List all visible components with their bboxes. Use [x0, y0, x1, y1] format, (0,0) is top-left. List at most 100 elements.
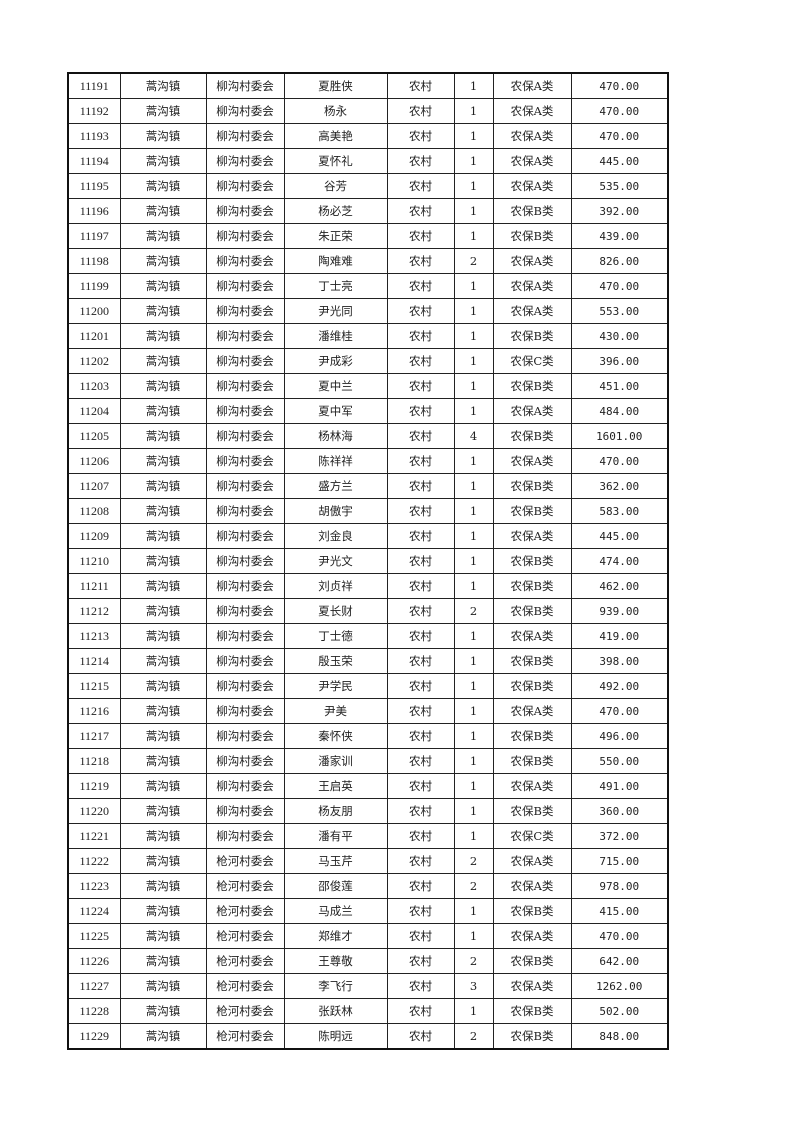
village-committee-cell: 柳沟村委会: [205, 623, 285, 649]
name-cell: 尹成彩: [283, 348, 388, 374]
name-cell: 邵俊莲: [283, 873, 388, 899]
record-id-cell: 11226: [67, 948, 121, 974]
household-type-cell: 农村: [386, 923, 455, 949]
amount-cell: 978.00: [570, 873, 669, 899]
village-committee-cell: 柳沟村委会: [205, 723, 285, 749]
table-row: 11201 蒿沟镇 柳沟村委会 潘维桂 农村 1 农保B类 430.00: [67, 323, 669, 349]
table-row: 11217 蒿沟镇 柳沟村委会 秦怀侠 农村 1 农保B类 496.00: [67, 723, 669, 749]
name-cell: 尹学民: [283, 673, 388, 699]
table-row: 11200 蒿沟镇 柳沟村委会 尹光同 农村 1 农保A类 553.00: [67, 298, 669, 324]
person-count-cell: 1: [453, 123, 494, 149]
town-cell: 蒿沟镇: [119, 748, 207, 774]
town-cell: 蒿沟镇: [119, 473, 207, 499]
amount-cell: 445.00: [570, 148, 669, 174]
village-committee-cell: 柳沟村委会: [205, 698, 285, 724]
insurance-category-cell: 农保A类: [492, 623, 572, 649]
name-cell: 谷芳: [283, 173, 388, 199]
amount-cell: 939.00: [570, 598, 669, 624]
insurance-category-cell: 农保A类: [492, 173, 572, 199]
person-count-cell: 1: [453, 473, 494, 499]
name-cell: 夏中军: [283, 398, 388, 424]
household-type-cell: 农村: [386, 348, 455, 374]
amount-cell: 535.00: [570, 173, 669, 199]
household-type-cell: 农村: [386, 648, 455, 674]
household-type-cell: 农村: [386, 248, 455, 274]
table-row: 11224 蒿沟镇 枪河村委会 马成兰 农村 1 农保B类 415.00: [67, 898, 669, 924]
table-row: 11199 蒿沟镇 柳沟村委会 丁士亮 农村 1 农保A类 470.00: [67, 273, 669, 299]
person-count-cell: 2: [453, 248, 494, 274]
household-type-cell: 农村: [386, 298, 455, 324]
table-row: 11211 蒿沟镇 柳沟村委会 刘贞祥 农村 1 农保B类 462.00: [67, 573, 669, 599]
amount-cell: 392.00: [570, 198, 669, 224]
town-cell: 蒿沟镇: [119, 423, 207, 449]
amount-cell: 550.00: [570, 748, 669, 774]
table-row: 11207 蒿沟镇 柳沟村委会 盛方兰 农村 1 农保B类 362.00: [67, 473, 669, 499]
amount-cell: 496.00: [570, 723, 669, 749]
town-cell: 蒿沟镇: [119, 398, 207, 424]
record-id-cell: 11192: [67, 98, 121, 124]
village-committee-cell: 柳沟村委会: [205, 648, 285, 674]
town-cell: 蒿沟镇: [119, 823, 207, 849]
record-id-cell: 11193: [67, 123, 121, 149]
amount-cell: 462.00: [570, 573, 669, 599]
record-id-cell: 11207: [67, 473, 121, 499]
insurance-category-cell: 农保A类: [492, 248, 572, 274]
insurance-category-cell: 农保A类: [492, 148, 572, 174]
table-row: 11216 蒿沟镇 柳沟村委会 尹美 农村 1 农保A类 470.00: [67, 698, 669, 724]
table-row: 11229 蒿沟镇 枪河村委会 陈明远 农村 2 农保B类 848.00: [67, 1023, 669, 1050]
record-id-cell: 11222: [67, 848, 121, 874]
town-cell: 蒿沟镇: [119, 198, 207, 224]
person-count-cell: 4: [453, 423, 494, 449]
amount-cell: 470.00: [570, 123, 669, 149]
amount-cell: 491.00: [570, 773, 669, 799]
amount-cell: 583.00: [570, 498, 669, 524]
name-cell: 郑维才: [283, 923, 388, 949]
name-cell: 刘贞祥: [283, 573, 388, 599]
insurance-category-cell: 农保B类: [492, 998, 572, 1024]
record-id-cell: 11204: [67, 398, 121, 424]
town-cell: 蒿沟镇: [119, 898, 207, 924]
insurance-category-cell: 农保A类: [492, 773, 572, 799]
household-type-cell: 农村: [386, 223, 455, 249]
person-count-cell: 2: [453, 848, 494, 874]
name-cell: 陈明远: [283, 1023, 388, 1050]
name-cell: 尹光文: [283, 548, 388, 574]
amount-cell: 470.00: [570, 448, 669, 474]
table-row: 11223 蒿沟镇 枪河村委会 邵俊莲 农村 2 农保A类 978.00: [67, 873, 669, 899]
amount-cell: 826.00: [570, 248, 669, 274]
person-count-cell: 1: [453, 273, 494, 299]
village-committee-cell: 柳沟村委会: [205, 398, 285, 424]
town-cell: 蒿沟镇: [119, 348, 207, 374]
amount-cell: 470.00: [570, 923, 669, 949]
record-id-cell: 11203: [67, 373, 121, 399]
household-type-cell: 农村: [386, 373, 455, 399]
name-cell: 马成兰: [283, 898, 388, 924]
insurance-category-cell: 农保A类: [492, 398, 572, 424]
household-type-cell: 农村: [386, 98, 455, 124]
person-count-cell: 1: [453, 698, 494, 724]
record-id-cell: 11225: [67, 923, 121, 949]
record-id-cell: 11195: [67, 173, 121, 199]
town-cell: 蒿沟镇: [119, 548, 207, 574]
household-type-cell: 农村: [386, 523, 455, 549]
insurance-category-cell: 农保B类: [492, 723, 572, 749]
village-committee-cell: 柳沟村委会: [205, 72, 285, 99]
name-cell: 陶难难: [283, 248, 388, 274]
record-id-cell: 11205: [67, 423, 121, 449]
name-cell: 潘维桂: [283, 323, 388, 349]
person-count-cell: 1: [453, 648, 494, 674]
village-committee-cell: 柳沟村委会: [205, 148, 285, 174]
village-committee-cell: 柳沟村委会: [205, 248, 285, 274]
insurance-category-cell: 农保B类: [492, 498, 572, 524]
record-id-cell: 11208: [67, 498, 121, 524]
record-id-cell: 11219: [67, 773, 121, 799]
record-id-cell: 11220: [67, 798, 121, 824]
table-row: 11218 蒿沟镇 柳沟村委会 潘家训 农村 1 农保B类 550.00: [67, 748, 669, 774]
insurance-category-cell: 农保B类: [492, 548, 572, 574]
name-cell: 杨永: [283, 98, 388, 124]
village-committee-cell: 柳沟村委会: [205, 123, 285, 149]
person-count-cell: 1: [453, 173, 494, 199]
town-cell: 蒿沟镇: [119, 798, 207, 824]
table-row: 11219 蒿沟镇 柳沟村委会 王启英 农村 1 农保A类 491.00: [67, 773, 669, 799]
amount-cell: 372.00: [570, 823, 669, 849]
